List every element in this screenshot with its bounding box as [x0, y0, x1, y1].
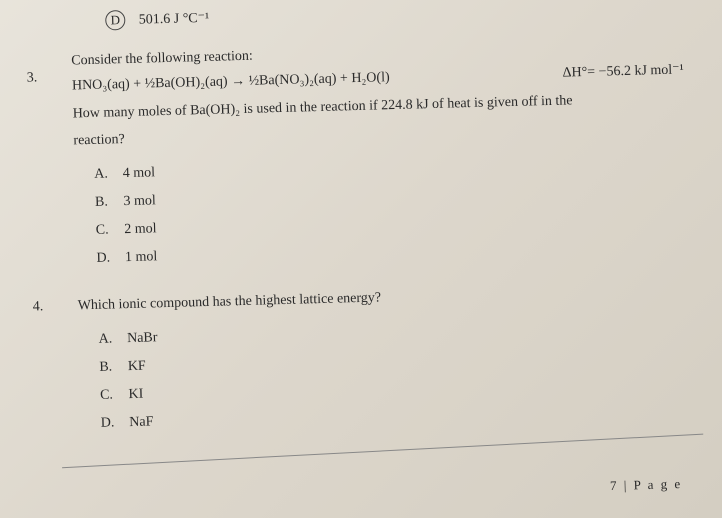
option-letter: C. — [95, 216, 121, 245]
option-letter: D. — [100, 409, 126, 438]
option-text: NaBr — [127, 330, 158, 346]
option-text: 2 mol — [124, 221, 157, 237]
option-letter: C. — [100, 381, 126, 410]
prev-option-d: D 501.6 J °C⁻¹ — [105, 0, 692, 34]
q3-options: A. 4 mol B. 3 mol C. 2 mol D. 1 mol — [94, 145, 699, 273]
divider-line — [62, 434, 703, 469]
option-letter: B. — [95, 188, 121, 217]
option-letter: A. — [98, 325, 124, 354]
question-4: 4. Which ionic compound has the highest … — [57, 277, 703, 439]
page-footer: 7 | P a g e — [610, 476, 683, 494]
option-letter: A. — [94, 160, 120, 189]
q3-delta-h: ΔH°= −56.2 kJ mol⁻¹ — [562, 58, 684, 86]
option-text: 3 mol — [123, 193, 156, 209]
option-letter: B. — [99, 353, 125, 382]
q3-number: 3. — [26, 66, 37, 91]
circled-d-icon: D — [105, 10, 126, 31]
option-text: NaF — [129, 415, 154, 431]
option-text: KF — [128, 359, 146, 374]
question-3: 3. Consider the following reaction: HNO₃… — [51, 30, 699, 273]
option-text: KI — [128, 387, 143, 402]
q4-number: 4. — [32, 294, 43, 319]
option-text: 1 mol — [125, 249, 158, 265]
option-text: 4 mol — [123, 165, 156, 181]
q4-options: A. NaBr B. KF C. KI D. NaF — [98, 310, 703, 438]
prev-option-d-text: 501.6 J °C⁻¹ — [139, 11, 210, 28]
option-letter: D. — [96, 244, 122, 273]
